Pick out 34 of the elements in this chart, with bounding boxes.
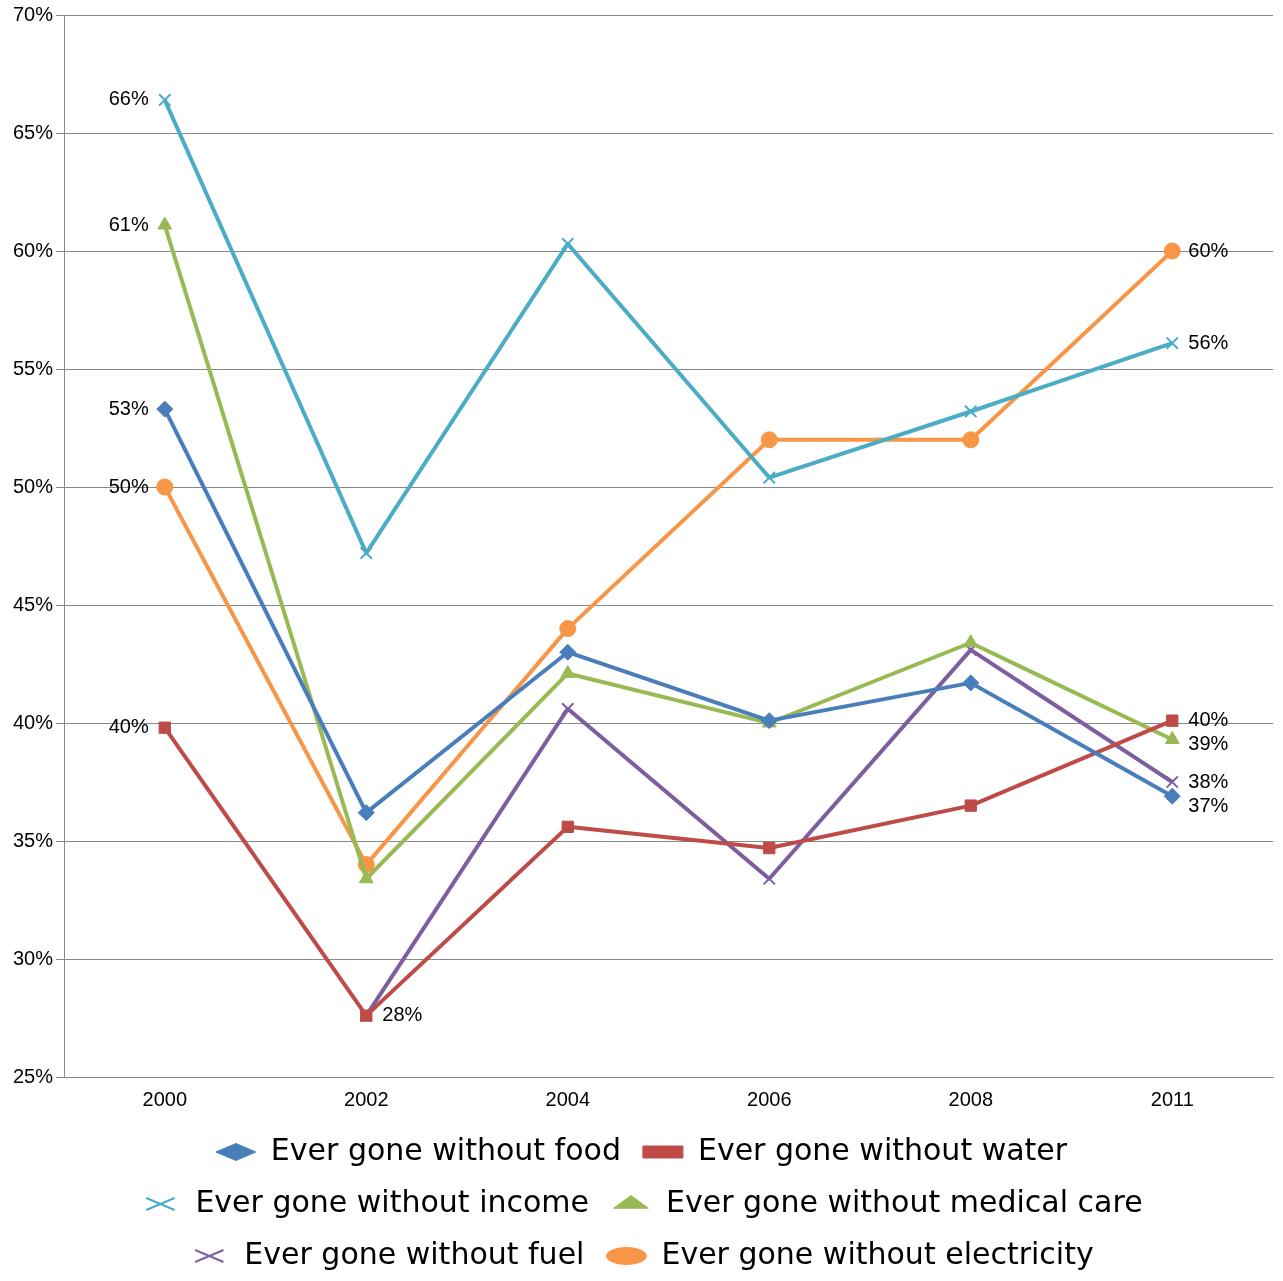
data-label: 56% <box>1188 330 1229 353</box>
data-label: 37% <box>1188 793 1229 816</box>
y-tick-label: 45% <box>13 592 54 615</box>
data-label: 53% <box>108 396 149 419</box>
data-label: 39% <box>1188 732 1229 755</box>
x-tick-label: 2006 <box>747 1087 792 1110</box>
data-label: 50% <box>108 474 149 497</box>
data-label: 66% <box>108 87 149 110</box>
data-label: 28% <box>382 1003 423 1026</box>
x-tick-label: 2002 <box>344 1087 389 1110</box>
x-tick-label: 2000 <box>142 1087 188 1110</box>
data-label: 40% <box>108 715 149 738</box>
legend-label: Ever gone without income <box>195 1183 590 1219</box>
y-tick-label: 50% <box>13 474 54 497</box>
y-tick-label: 35% <box>13 828 54 851</box>
y-tick-label: 55% <box>13 356 54 379</box>
data-label: 40% <box>1188 708 1229 731</box>
legend-label: Ever gone without electricity <box>661 1235 1094 1271</box>
data-label: 38% <box>1188 769 1229 792</box>
x-tick-label: 2008 <box>948 1087 994 1110</box>
y-tick-label: 40% <box>13 710 54 733</box>
legend-label: Ever gone without medical care <box>666 1183 1143 1219</box>
y-tick-label: 25% <box>13 1064 54 1087</box>
y-tick-label: 60% <box>13 238 54 261</box>
data-label: 60% <box>1188 238 1229 261</box>
y-tick-label: 30% <box>13 946 54 969</box>
legend-label: Ever gone without fuel <box>244 1235 585 1271</box>
x-tick-label: 2004 <box>545 1087 591 1110</box>
y-tick-label: 65% <box>13 120 54 143</box>
legend-label: Ever gone without food <box>270 1131 621 1167</box>
legend-label: Ever gone without water <box>697 1131 1068 1167</box>
x-tick-label: 2011 <box>1150 1087 1194 1110</box>
data-label: 61% <box>108 212 149 235</box>
y-tick-label: 70% <box>13 2 54 25</box>
